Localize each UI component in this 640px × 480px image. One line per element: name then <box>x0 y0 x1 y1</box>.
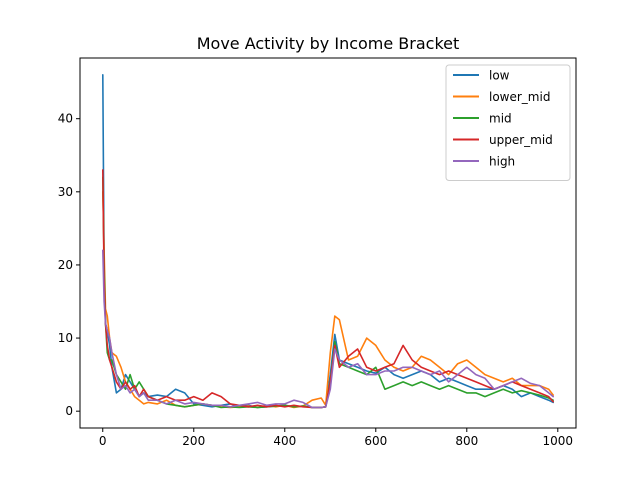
chart-title: Move Activity by Income Bracket <box>197 34 460 53</box>
x-tick-label: 200 <box>182 434 205 448</box>
y-axis: 0 10 20 30 40 <box>58 112 80 418</box>
series-line-high <box>102 249 554 409</box>
x-tick-label: 400 <box>273 434 296 448</box>
x-tick-label: 1000 <box>543 434 574 448</box>
y-tick-label: 40 <box>58 112 73 126</box>
axes-frame <box>79 57 577 429</box>
x-tick-label: 0 <box>99 434 107 448</box>
x-tick-label: 800 <box>455 434 478 448</box>
x-tick-label: 600 <box>364 434 387 448</box>
legend-label-high: high <box>489 155 515 169</box>
series-lines <box>102 74 554 409</box>
y-tick-label: 20 <box>58 258 73 272</box>
legend-box <box>445 64 571 181</box>
series-line-upper-mid <box>102 169 554 409</box>
legend-label-lower-mid: lower_mid <box>489 90 550 104</box>
y-tick-label: 10 <box>58 331 73 345</box>
y-tick-label: 0 <box>65 404 73 418</box>
x-axis: 0 200 400 600 800 1000 <box>99 428 573 448</box>
y-tick-label: 30 <box>58 185 73 199</box>
legend-label-mid: mid <box>489 112 512 126</box>
legend-label-upper-mid: upper_mid <box>489 133 553 147</box>
plot-area: 0 200 400 600 800 1000 0 10 20 30 40 <box>58 57 577 448</box>
legend-label-low: low <box>489 69 510 83</box>
